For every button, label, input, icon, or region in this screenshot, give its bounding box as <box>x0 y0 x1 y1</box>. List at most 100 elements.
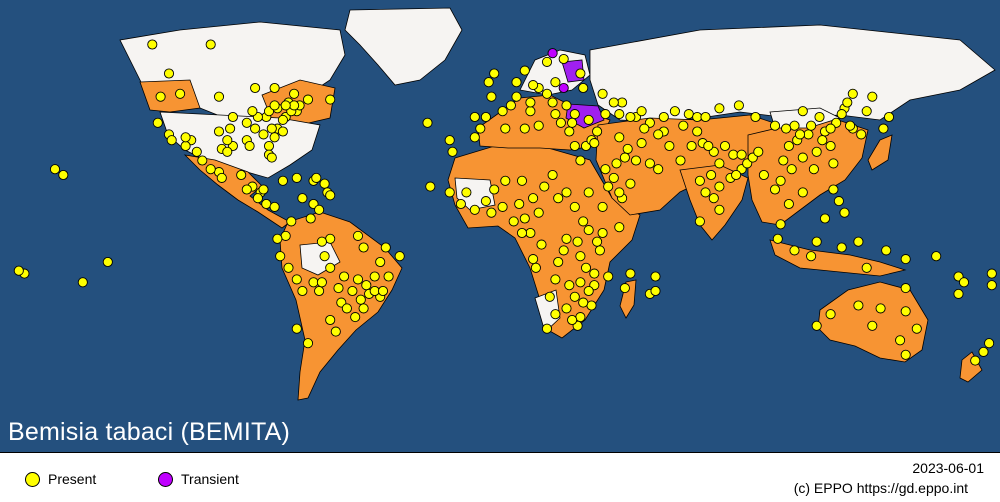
present-point-marker <box>347 285 358 297</box>
present-point-marker <box>653 164 664 175</box>
present-point-marker <box>828 158 839 169</box>
present-point-marker <box>180 132 191 143</box>
present-point-marker <box>380 242 391 253</box>
present-point-marker <box>205 39 216 50</box>
present-point-marker <box>875 303 886 314</box>
present-point-marker <box>986 268 997 279</box>
present-point-marker <box>77 277 88 288</box>
present-point-marker <box>836 242 847 253</box>
present-point-marker <box>533 207 544 218</box>
present-point-marker <box>311 172 322 183</box>
present-point-marker <box>497 106 508 117</box>
present-point-marker <box>775 175 786 186</box>
present-point-marker <box>297 285 308 297</box>
present-point-marker <box>550 309 561 320</box>
present-point-marker <box>569 201 580 212</box>
present-point-marker <box>277 114 288 125</box>
present-point-marker <box>575 277 586 288</box>
present-point-marker <box>361 280 372 291</box>
present-point-marker <box>569 291 580 302</box>
transient-marker-icon <box>158 471 173 487</box>
present-point-marker <box>772 233 783 244</box>
transient-point-marker <box>558 82 569 94</box>
present-point-marker <box>277 126 288 137</box>
present-point-marker <box>650 285 661 297</box>
present-point-marker <box>714 103 725 114</box>
present-point-marker <box>258 184 269 195</box>
present-point-marker <box>814 111 825 123</box>
present-point-marker <box>483 77 494 88</box>
present-point-marker <box>769 120 781 131</box>
present-point-marker <box>580 262 592 273</box>
present-point-marker <box>283 262 294 273</box>
present-point-marker <box>578 82 589 94</box>
present-point-marker <box>819 213 831 224</box>
present-point-marker <box>658 111 669 123</box>
present-point-marker <box>516 175 528 186</box>
legend-item-transient: Transient <box>158 470 239 488</box>
present-point-marker <box>475 123 486 134</box>
legend-label-present: Present <box>48 471 97 487</box>
present-point-marker <box>291 172 302 183</box>
present-point-marker <box>383 271 394 282</box>
present-point-marker <box>700 187 711 198</box>
present-point-marker <box>289 88 300 99</box>
new-zealand-present-region <box>959 351 983 383</box>
present-point-marker <box>825 309 836 320</box>
present-point-marker <box>881 245 892 256</box>
present-point-marker <box>369 271 380 282</box>
present-point-marker <box>861 106 872 117</box>
present-point-marker <box>833 196 844 207</box>
present-point-marker <box>444 187 455 198</box>
present-point-marker <box>180 140 191 152</box>
present-point-marker <box>636 106 647 117</box>
present-point-marker <box>213 126 225 137</box>
present-point-marker <box>825 140 836 152</box>
present-point-marker <box>575 68 586 79</box>
legend-label-transient: Transient <box>181 471 239 487</box>
present-point-marker <box>797 106 808 117</box>
present-point-marker <box>250 82 261 94</box>
present-point-marker <box>250 123 261 134</box>
present-point-marker <box>13 265 24 276</box>
present-point-marker <box>247 106 258 117</box>
present-point-marker <box>277 175 288 186</box>
present-point-marker <box>222 146 233 157</box>
present-point-marker <box>266 123 277 134</box>
present-point-marker <box>480 196 491 207</box>
present-point-marker <box>319 251 330 262</box>
present-point-marker <box>600 109 611 120</box>
present-point-marker <box>597 88 608 99</box>
present-point-marker <box>155 91 166 102</box>
present-point-marker <box>806 120 817 131</box>
present-point-marker <box>280 100 291 111</box>
present-point-marker <box>803 129 814 140</box>
present-point-marker <box>900 306 911 317</box>
present-point-marker <box>497 201 508 212</box>
present-point-marker <box>339 271 350 282</box>
present-point-marker <box>241 184 252 195</box>
present-point-marker <box>811 146 822 157</box>
present-point-marker <box>325 314 336 326</box>
present-point-marker <box>775 219 786 230</box>
present-point-marker <box>847 88 858 99</box>
present-point-marker <box>225 123 236 134</box>
present-point-marker <box>750 111 761 123</box>
present-point-marker <box>486 91 497 102</box>
present-point-marker <box>683 109 694 120</box>
present-point-marker <box>297 193 308 204</box>
present-point-marker <box>619 283 630 294</box>
present-point-marker <box>808 164 819 175</box>
present-point-marker <box>394 251 405 262</box>
present-point-marker <box>222 135 233 146</box>
present-point-marker <box>714 204 725 215</box>
present-point-marker <box>883 111 895 123</box>
present-point-marker <box>895 335 906 346</box>
present-point-marker <box>152 117 163 128</box>
present-point-marker <box>625 178 636 189</box>
present-point-marker <box>853 300 864 311</box>
present-point-marker <box>583 114 594 125</box>
present-point-marker <box>669 106 680 117</box>
present-point-marker <box>578 297 589 308</box>
